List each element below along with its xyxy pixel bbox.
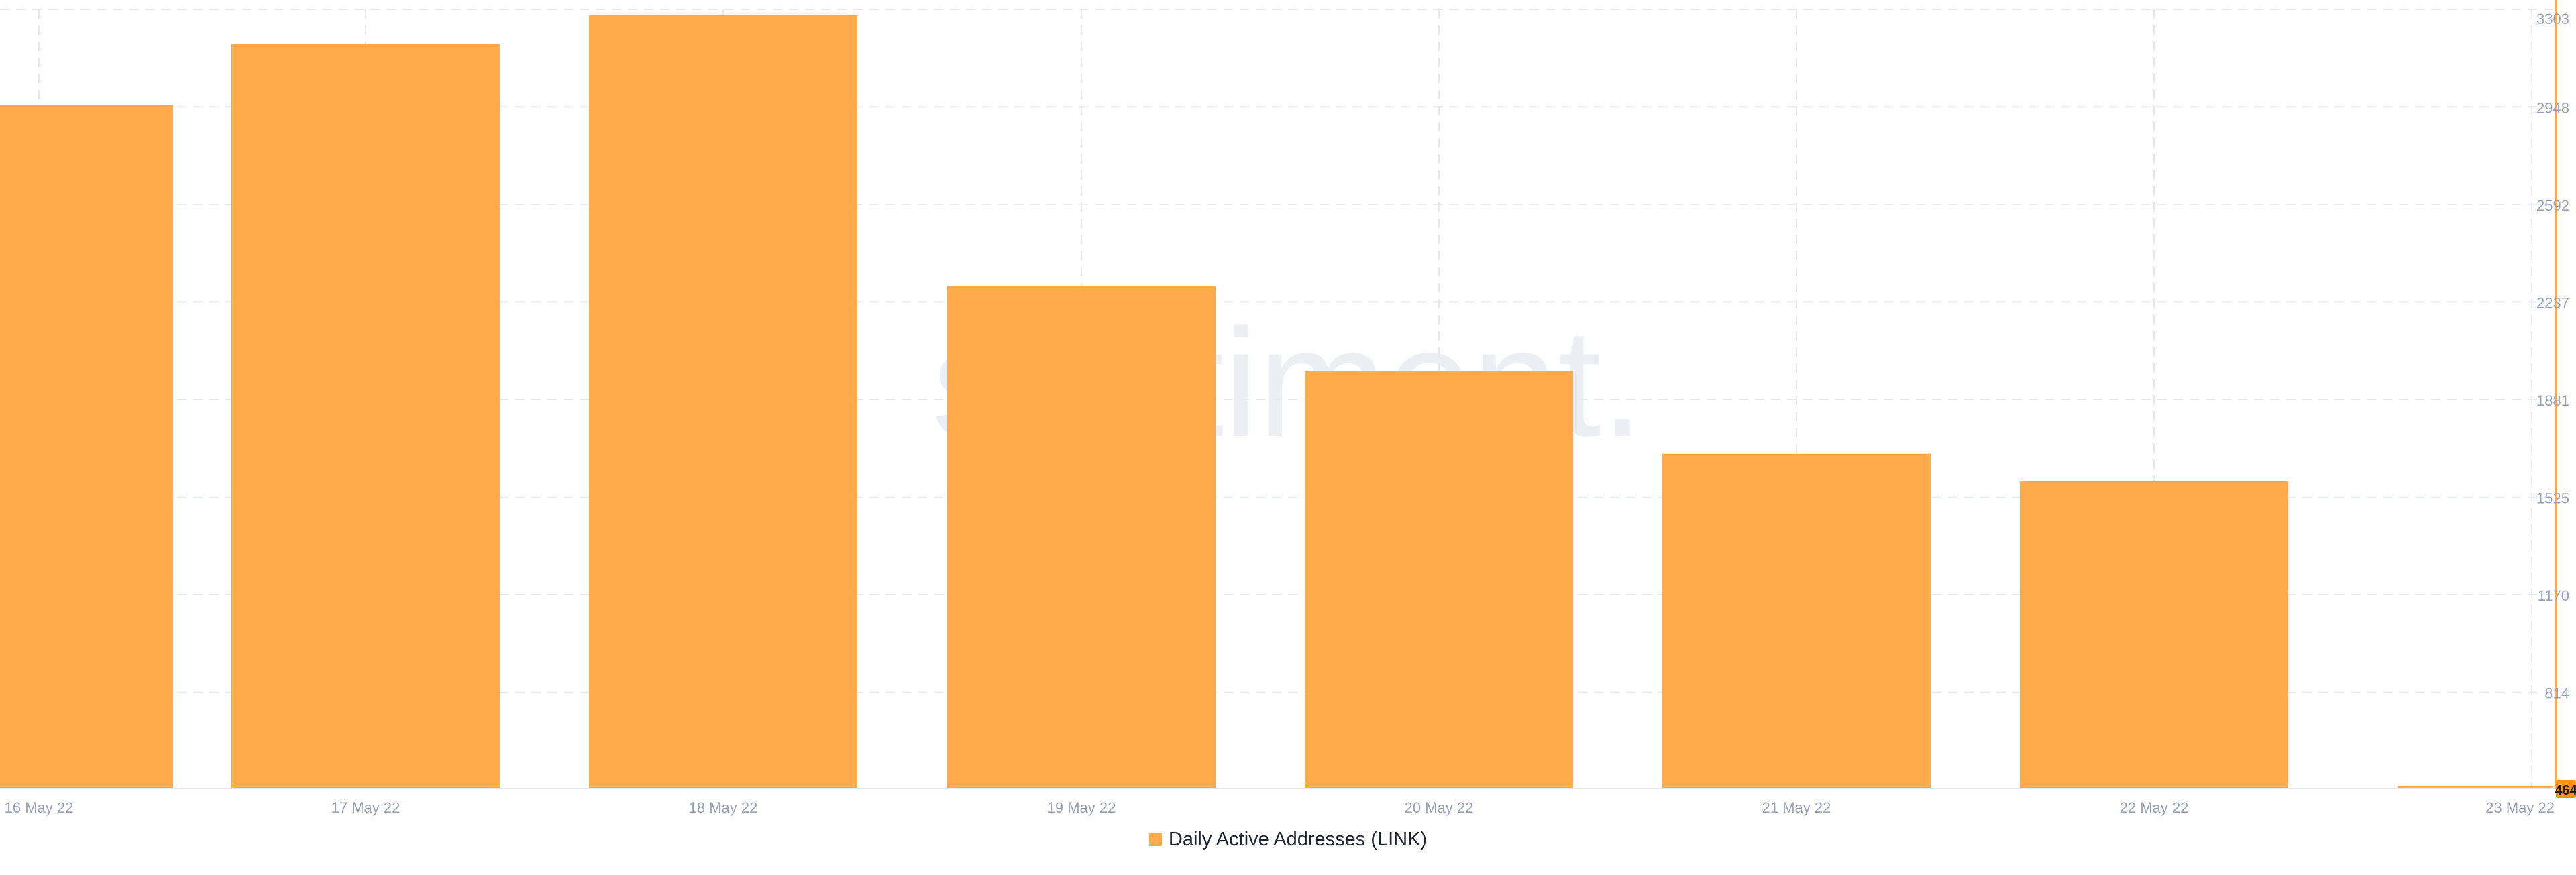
bar	[2020, 481, 2288, 789]
legend-label: Daily Active Addresses (LINK)	[1168, 829, 1428, 850]
last-value-label: 464	[2555, 783, 2576, 798]
chart-legend[interactable]: Daily Active Addresses (LINK)	[0, 829, 2576, 851]
y-tick-label: 814	[2544, 685, 2569, 702]
y-tick-label: 1881	[2536, 392, 2569, 409]
x-tick-label: 17 May 22	[331, 799, 400, 816]
y-tick-label: 2592	[2536, 197, 2569, 214]
bar	[947, 286, 1216, 789]
y-tick-label: 1170	[2538, 587, 2569, 604]
x-tick-label: 23 May 22	[2485, 799, 2555, 816]
x-tick-label: 18 May 22	[689, 799, 758, 816]
x-tick-label: 16 May 22	[5, 799, 74, 816]
y-tick-label: 3303	[2536, 11, 2569, 27]
x-tick-label: 22 May 22	[2120, 799, 2189, 816]
bar	[1662, 453, 1931, 789]
bar	[1305, 371, 1573, 789]
y-tick-label: 1525	[2536, 490, 2569, 507]
legend-swatch	[1148, 833, 1162, 846]
bar	[2398, 786, 2553, 789]
bar	[589, 15, 857, 789]
bar	[231, 44, 500, 789]
last-value-marker	[2556, 780, 2576, 798]
y-tick-label: 2948	[2536, 99, 2569, 116]
bar	[0, 105, 173, 789]
x-tick-label: 21 May 22	[1762, 799, 1831, 816]
x-tick-label: 20 May 22	[1405, 799, 1474, 816]
y-tick-label: 2237	[2536, 294, 2569, 311]
x-tick-label: 19 May 22	[1047, 799, 1116, 816]
